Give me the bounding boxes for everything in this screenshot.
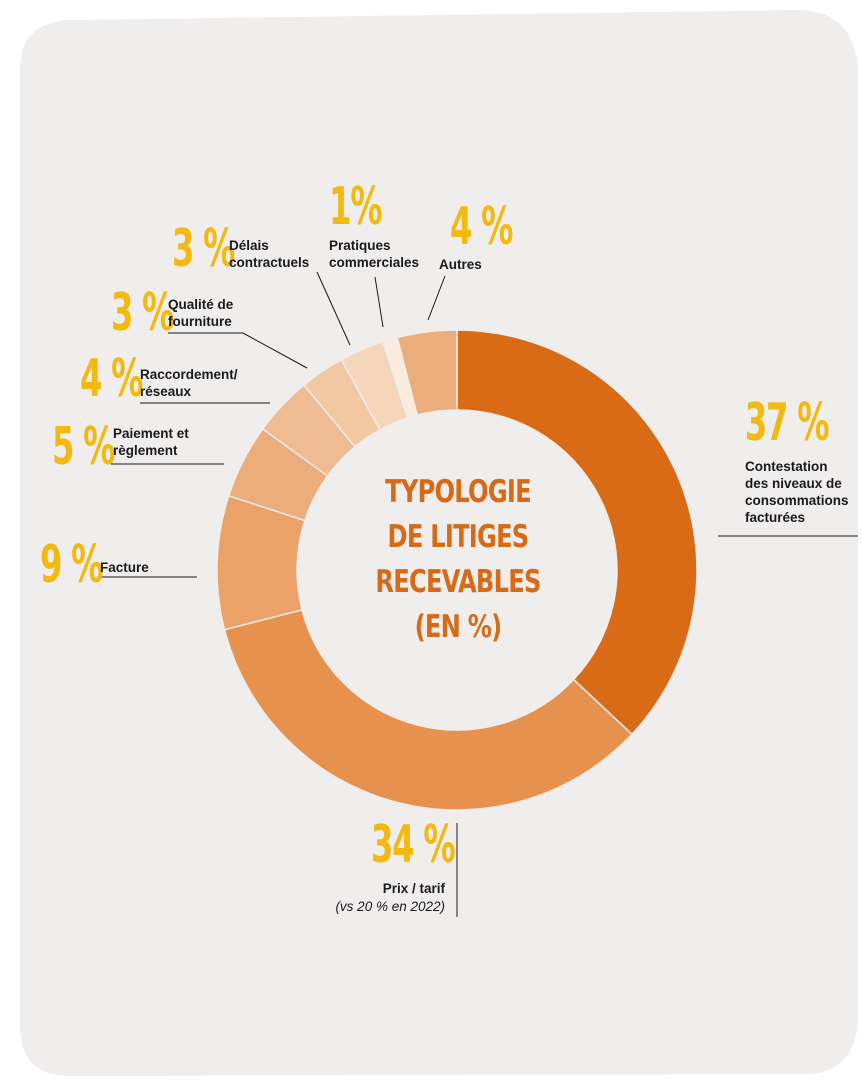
- leader-line-autres: [427, 275, 446, 321]
- data-label-pratiques-percent: 1%: [329, 177, 383, 237]
- card-shape: [20, 10, 858, 1076]
- label-line: Raccordement/: [140, 367, 238, 382]
- label-line: consommations: [745, 493, 849, 508]
- data-label-autres: Autres: [439, 257, 482, 272]
- chart-title-line: TYPOLOGIE: [385, 474, 532, 510]
- leader-line-delais: [316, 271, 351, 346]
- donut-slice-8: [396, 329, 458, 416]
- leader-line-pratiques: [374, 276, 384, 328]
- data-label-paiement: Paiement et règlement: [113, 425, 189, 459]
- data-label-contestation-percent: 37 %: [744, 393, 830, 453]
- leader-line-qualite-b: [242, 332, 308, 369]
- data-label-facture-percent: 9 %: [40, 535, 103, 595]
- label-line: fourniture: [168, 314, 232, 329]
- chart-title: TYPOLOGIE DE LITIGES RECEVABLES (EN %): [352, 470, 564, 650]
- data-label-delais: Délais contractuels: [229, 237, 309, 271]
- label-line: commerciales: [329, 255, 420, 270]
- donut-slice-0: [456, 329, 698, 736]
- label-line: facturées: [745, 510, 806, 525]
- label-line: Délais: [229, 238, 269, 253]
- chart-title-line: RECEVABLES: [375, 564, 541, 600]
- data-label-contestation: Contestation des niveaux de consommation…: [745, 458, 860, 526]
- label-line: Contestation: [745, 459, 828, 474]
- data-label-prix-note: (vs 20 % en 2022): [335, 899, 445, 914]
- data-label-raccordement-percent: 4 %: [80, 349, 143, 409]
- data-label-pratiques: Pratiques commerciales: [329, 237, 419, 271]
- donut-slices: [216, 329, 698, 811]
- label-line: des niveaux de: [745, 476, 842, 491]
- data-label-prix: Prix / tarif: [382, 881, 445, 896]
- chart-title-line: DE LITIGES: [387, 519, 530, 555]
- data-label-prix-percent: 34 %: [371, 815, 456, 875]
- label-line: réseaux: [140, 384, 192, 399]
- chart-title-line: (EN %): [414, 609, 503, 645]
- data-label-autres-percent: 4 %: [450, 197, 513, 257]
- label-line: contractuels: [229, 255, 310, 270]
- data-label-raccordement: Raccordement/ réseaux: [140, 366, 238, 400]
- label-line: Qualité de: [168, 297, 234, 312]
- leader-lines: [100, 271, 858, 917]
- donut-slice-1: [223, 608, 634, 811]
- data-label-facture: Facture: [100, 560, 149, 575]
- label-line: Paiement et: [113, 426, 189, 441]
- label-line: règlement: [113, 443, 178, 458]
- label-line: Pratiques: [329, 238, 391, 253]
- data-label-paiement-percent: 5 %: [52, 417, 115, 477]
- data-label-delais-percent: 3 %: [172, 219, 235, 279]
- data-label-qualite: Qualité de fourniture: [168, 296, 233, 330]
- data-label-qualite-percent: 3 %: [111, 283, 174, 343]
